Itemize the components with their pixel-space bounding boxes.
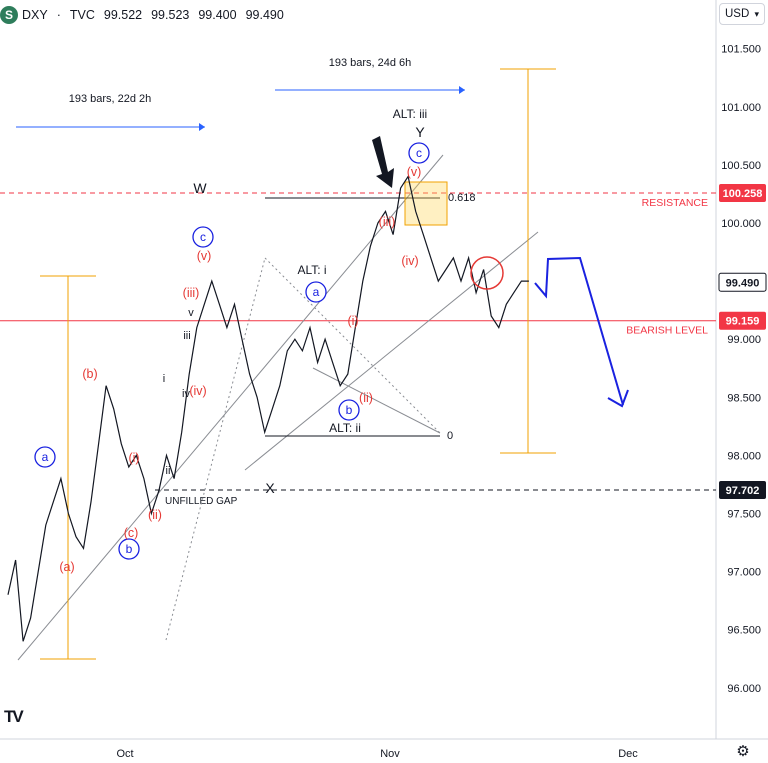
wave-label-circled: a (313, 285, 320, 299)
fib-diagonal (312, 367, 441, 434)
arrow-right-icon (459, 86, 465, 94)
wave-label-red: (iv) (401, 254, 418, 268)
y-tick-label: 99.000 (727, 334, 761, 346)
wave-label: ii (166, 465, 171, 477)
wave-circle-marker (118, 538, 140, 560)
close-value: 99.490 (245, 8, 284, 22)
header-separator: · (56, 8, 61, 22)
symbol-name[interactable]: DXY (22, 8, 48, 22)
projection-arrowhead-icon (607, 389, 629, 408)
price-series-line (7, 174, 529, 642)
wave-label: iii (183, 330, 190, 342)
y-tick-label: 100.500 (721, 160, 761, 172)
wave-label-circled: b (346, 403, 353, 417)
wave-label-red: (iv) (189, 384, 206, 398)
symbol-header[interactable]: S DXY · TVC 99.522 99.523 99.400 99.490 (0, 5, 293, 25)
x-tick-label: Dec (618, 748, 638, 760)
y-tick-label: 97.500 (727, 509, 761, 521)
wave-label-red: (v) (407, 165, 422, 179)
trend-line-dotted (264, 257, 441, 434)
wave-label-red: (i) (128, 451, 139, 465)
level-label: BEARISH LEVEL (626, 325, 708, 337)
channel-line-upper (17, 154, 444, 661)
wave-label-red: (c) (124, 526, 139, 540)
level-label: UNFILLED GAP (165, 496, 238, 507)
highlight-circle (470, 256, 504, 290)
wave-label-circled: c (416, 146, 422, 160)
price-tag-label: 99.159 (726, 316, 760, 328)
wave-label-red: (ii) (359, 391, 373, 405)
wave-label-red: (iii) (183, 286, 200, 300)
y-tick-label: 96.000 (727, 683, 761, 695)
currency-selector[interactable]: USD ▾ (719, 3, 765, 25)
wave-label: iv (182, 388, 190, 400)
open-value: 99.522 (103, 8, 143, 22)
wave-label: i (163, 373, 165, 385)
gear-icon[interactable]: ⚙ (736, 743, 750, 760)
tradingview-logo: TV (4, 707, 24, 726)
y-tick-label: 101.500 (721, 44, 761, 56)
wave-label-red: (v) (197, 249, 212, 263)
wave-label-red: (iii) (379, 215, 396, 229)
x-tick-label: Nov (380, 748, 400, 760)
arrow-right-icon (199, 123, 205, 131)
wave-label-red: (ii) (148, 508, 162, 522)
wave-label-red: (i) (347, 314, 358, 328)
wave-circle-marker (192, 226, 214, 248)
wave-label: ALT: iii (393, 107, 427, 121)
range-measure-label: 193 bars, 24d 6h (329, 57, 412, 69)
resistance-zone-box (404, 181, 448, 226)
wave-label: ALT: ii (329, 421, 361, 435)
wave-label: Y (415, 124, 425, 140)
price-tag-label: 99.490 (726, 277, 760, 289)
fib-label: 0 (447, 430, 453, 442)
price-tag: 97.702 (719, 481, 766, 500)
wave-label-circled: b (126, 542, 133, 556)
down-arrow-icon (372, 136, 394, 188)
y-tick-label: 97.000 (727, 567, 761, 579)
exchange-logo-icon: S (0, 6, 18, 24)
currency-label: USD (725, 8, 750, 20)
source-name: TVC (69, 8, 95, 22)
channel-line-lower (244, 231, 539, 471)
y-tick-label: 98.000 (727, 450, 761, 462)
wave-circle-marker (408, 142, 430, 164)
wave-circle-marker (34, 446, 56, 468)
price-tag: 99.159 (719, 311, 766, 330)
price-tag: 99.490 (718, 272, 767, 292)
wave-label-red: (a) (59, 560, 74, 574)
fib-label: 0.618 (448, 192, 476, 204)
y-tick-label: 100.000 (721, 218, 761, 230)
chevron-down-icon: ▾ (754, 8, 759, 19)
wave-circle-marker (305, 281, 327, 303)
wave-label-circled: a (42, 450, 49, 464)
level-label: RESISTANCE (642, 197, 708, 209)
y-tick-label: 98.500 (727, 392, 761, 404)
range-measure-label: 193 bars, 22d 2h (69, 93, 152, 105)
price-tag-label: 100.258 (723, 188, 763, 200)
wave-label-red: (b) (82, 367, 97, 381)
wave-label: ALT: i (297, 263, 326, 277)
projection-line (534, 256, 624, 406)
wave-circle-marker (338, 399, 360, 421)
trend-line-dotted (165, 257, 266, 641)
wave-label: X (265, 480, 275, 496)
wave-label: W (193, 180, 207, 196)
price-tag: 100.258 (719, 184, 766, 203)
y-tick-label: 96.500 (727, 625, 761, 637)
y-tick-label: 101.000 (721, 102, 761, 114)
low-value: 99.400 (198, 8, 237, 22)
wave-label-circled: c (200, 230, 206, 244)
high-value: 99.523 (151, 8, 190, 22)
wave-label: v (188, 307, 194, 319)
price-tag-label: 97.702 (726, 485, 760, 497)
x-tick-label: Oct (116, 748, 133, 760)
